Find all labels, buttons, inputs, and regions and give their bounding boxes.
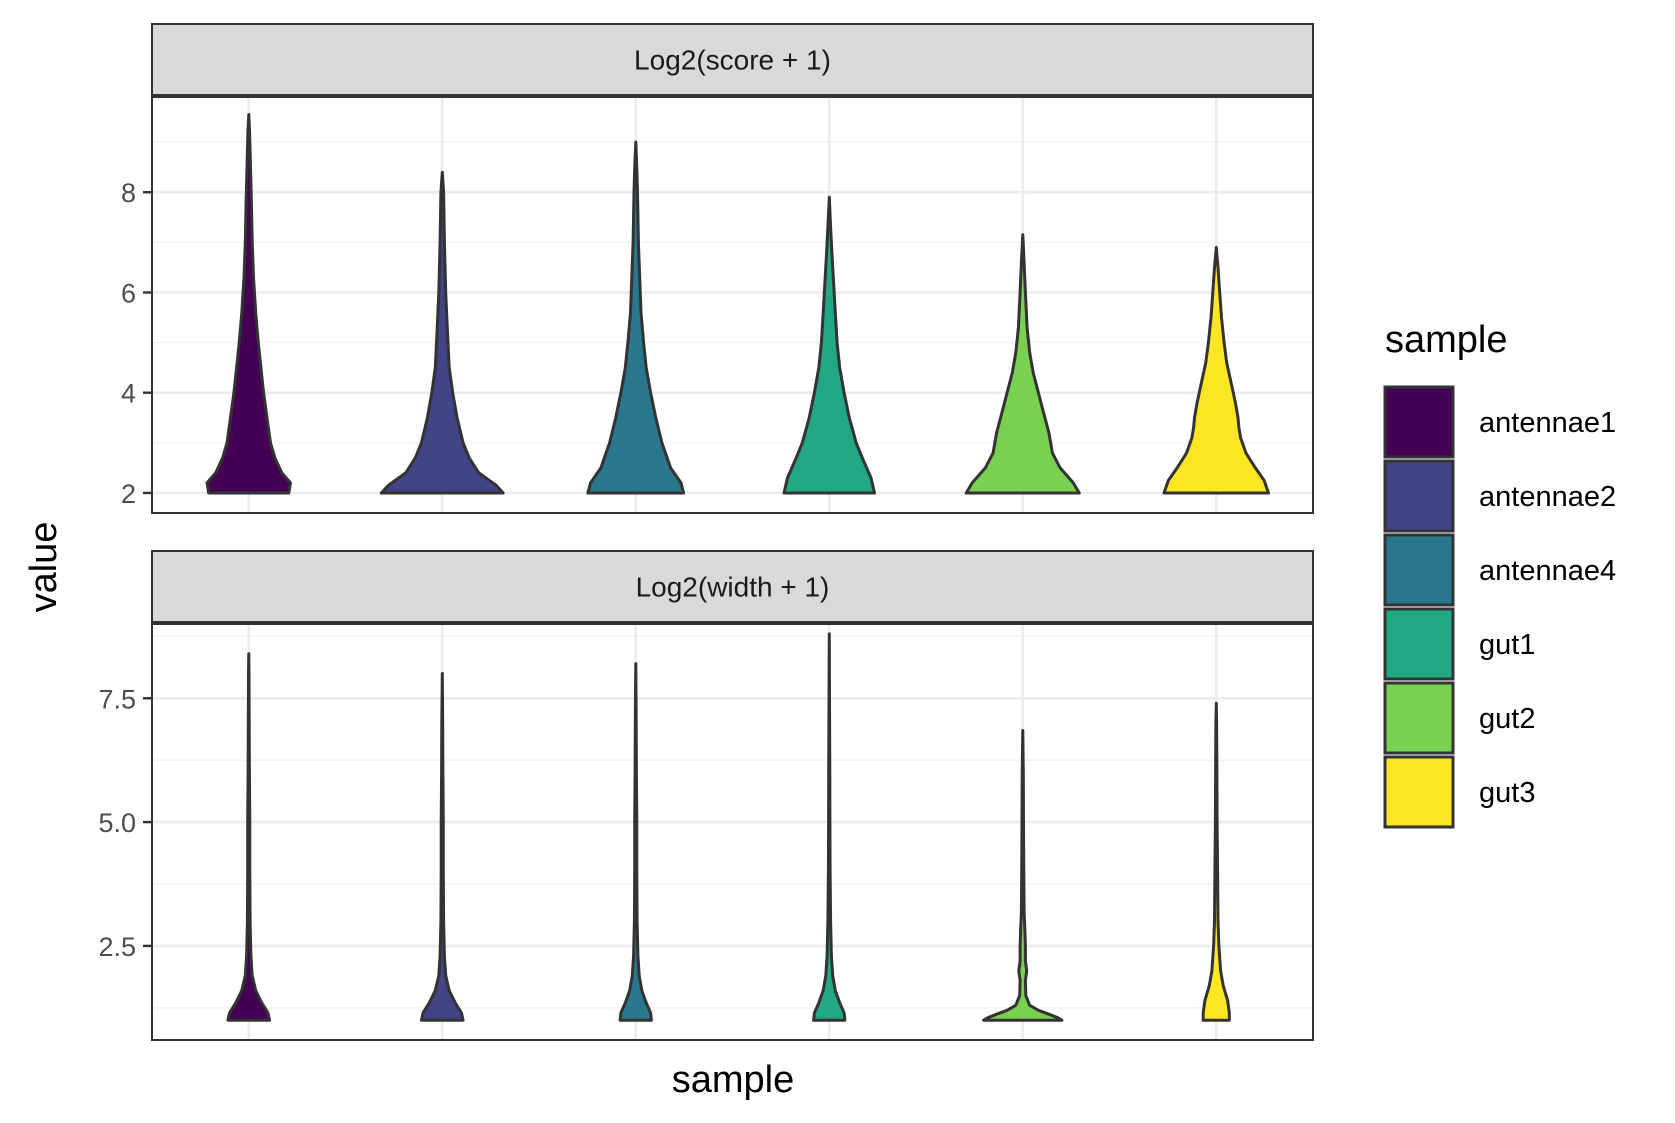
y-tick-label: 6	[121, 278, 136, 308]
y-tick-label: 4	[121, 379, 136, 409]
legend-title: sample	[1385, 319, 1508, 361]
legend-key-gut3	[1383, 755, 1455, 829]
y-axis-title: value	[23, 522, 65, 613]
panel-border	[151, 96, 1314, 514]
panel-2: Log2(width + 1) 2.5 5.0 7.5	[98, 550, 1314, 1041]
violin-antennae2	[419, 672, 465, 1022]
y-tick-label: 2	[121, 479, 136, 509]
violin-antennae4	[586, 140, 686, 495]
panels-layer: Log2(score + 1) 2 4 6 8 Log2(width + 1) 2.5 5.0…	[98, 23, 1314, 1041]
legend-label-gut2: gut2	[1479, 703, 1535, 735]
violin-gut1	[812, 632, 847, 1022]
violin-gut2	[982, 729, 1064, 1022]
violin-gut1	[782, 195, 876, 495]
legend-key-antennae2	[1383, 459, 1455, 533]
legend-key-gut2	[1383, 681, 1455, 755]
legend-key-gut1	[1383, 607, 1455, 681]
panel-border	[151, 623, 1314, 1041]
y-tick-label: 8	[121, 178, 136, 208]
legend-label-gut3: gut3	[1479, 777, 1535, 809]
violin-antennae4	[618, 662, 653, 1022]
x-axis-title: sample	[672, 1059, 795, 1101]
y-tick-label: 7.5	[98, 684, 136, 714]
legend-label-gut1: gut1	[1479, 629, 1535, 661]
y-tick-label: 5.0	[98, 808, 136, 838]
legend-label-antennae1: antennae1	[1479, 407, 1616, 439]
violin-gut3	[1162, 245, 1270, 495]
facet-strip	[151, 550, 1314, 623]
facet-strip	[151, 23, 1314, 96]
violin-antennae1	[226, 652, 272, 1022]
panel-background	[152, 624, 1313, 1040]
legend-label-antennae2: antennae2	[1479, 481, 1616, 513]
facet-strip-label: Log2(score + 1)	[634, 45, 831, 76]
violin-antennae1	[205, 113, 292, 495]
legend-key-antennae1	[1383, 385, 1455, 459]
legend-key-antennae4	[1383, 533, 1455, 607]
panel-1: Log2(score + 1) 2 4 6 8	[121, 23, 1314, 514]
facet-strip-label: Log2(width + 1)	[636, 572, 830, 603]
y-tick-label: 2.5	[98, 932, 136, 962]
violin-gut3	[1201, 701, 1231, 1022]
violin-gut2	[964, 233, 1081, 495]
legend-label-antennae4: antennae4	[1479, 555, 1616, 587]
violin-antennae2	[379, 170, 505, 495]
panel-background	[152, 97, 1313, 513]
legend: sample antennae1 antennae2 antennae4 gut1 gu…	[1383, 319, 1616, 829]
